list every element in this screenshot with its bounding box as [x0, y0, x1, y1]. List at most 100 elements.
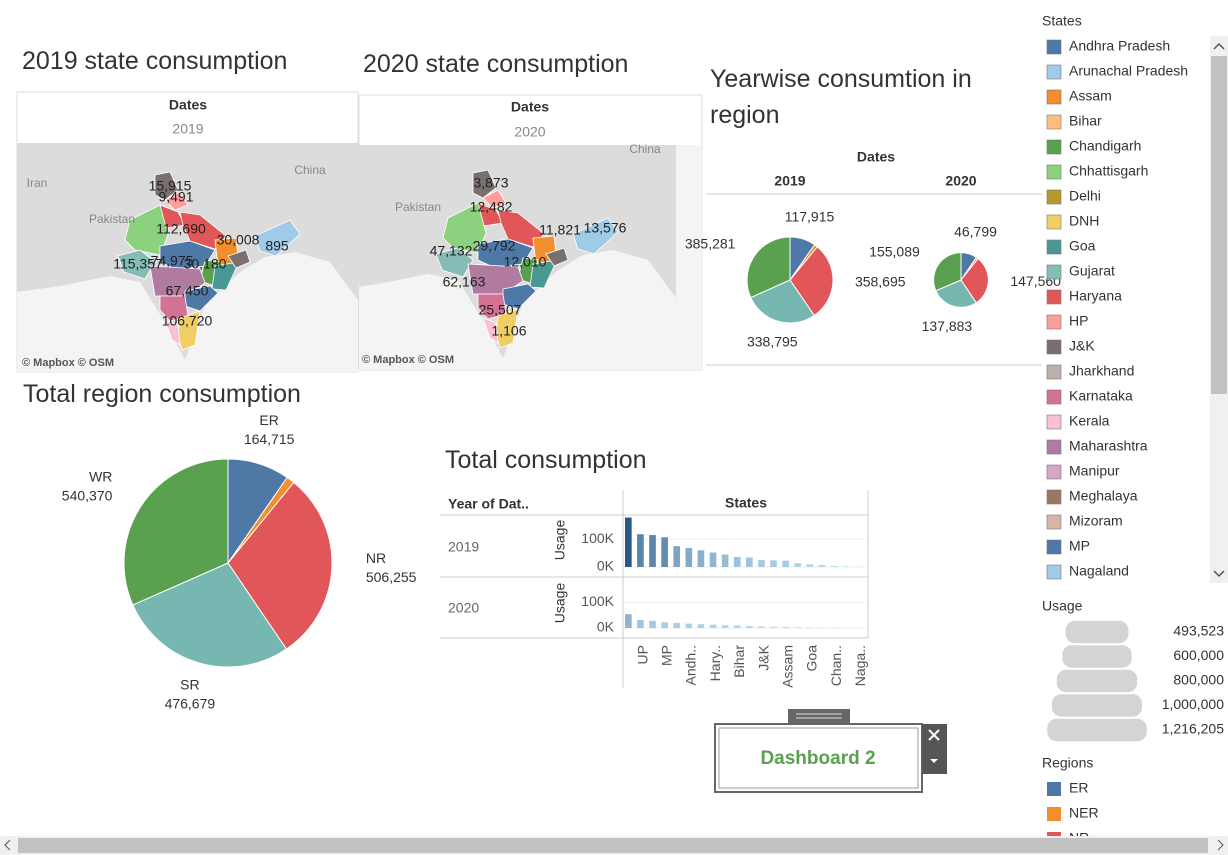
size-swatch: [1050, 692, 1144, 719]
map-header: Dates: [169, 97, 207, 113]
title: 2020 state consumption: [363, 50, 629, 78]
legend-swatch: [1046, 214, 1062, 230]
axis-title: Usage: [552, 520, 568, 561]
title: Yearwise consumtion in region: [710, 65, 972, 129]
bar: [649, 535, 656, 567]
x-tick-label: Goa: [804, 645, 820, 672]
nav-button-inner: [718, 727, 919, 789]
map-value-label: 67,450: [166, 283, 209, 299]
bar: [637, 620, 644, 628]
state-shape: [477, 293, 507, 320]
bar: [806, 627, 814, 628]
pie-value-label: 117,915: [785, 209, 835, 225]
map-value-label: 115,357: [113, 256, 163, 272]
legend-swatch: [1046, 464, 1062, 480]
bar: [818, 565, 826, 567]
size-swatch: [1060, 643, 1134, 670]
pie-slice: [960, 257, 989, 304]
map-value-label: 30,180: [184, 256, 227, 272]
menu-icon[interactable]: [930, 759, 938, 763]
close-icon[interactable]: [928, 729, 940, 741]
row-header: Year of Dat..: [448, 496, 529, 512]
legend-label: Gujarat: [1069, 263, 1115, 279]
scrollbar-thumb[interactable]: [1211, 56, 1227, 394]
legend-label: Chandigarh: [1069, 138, 1141, 154]
state-shape: [164, 191, 189, 211]
bar: [806, 564, 814, 567]
map-value-label: 895: [265, 238, 289, 254]
pie-category-label: NR: [366, 550, 386, 566]
legend-swatch: [1046, 139, 1062, 155]
y-tick-label: 100K: [581, 593, 614, 609]
legend-swatch: [1046, 489, 1062, 505]
legend-label: Manipur: [1069, 463, 1120, 479]
legend-swatch: [1046, 514, 1062, 530]
title: Total consumption: [445, 446, 647, 474]
scroll-up[interactable]: [1213, 42, 1225, 50]
nav-button-label[interactable]: Dashboard 2: [760, 748, 875, 769]
bar: [733, 625, 741, 628]
state-shape: [472, 169, 497, 199]
state-shape: [482, 189, 507, 209]
map-value-label: 11,821: [539, 222, 581, 238]
scroll-down[interactable]: [1213, 570, 1225, 578]
bar: [661, 537, 668, 567]
row-label: 2020: [448, 600, 479, 616]
bar: [673, 546, 681, 567]
legend-swatch: [1046, 239, 1062, 255]
bar: [697, 550, 705, 567]
x-tick-label: Naga..: [852, 645, 868, 686]
legend-label: Meghalaya: [1069, 488, 1138, 504]
drag-handle[interactable]: [788, 709, 850, 723]
state-shape: [179, 211, 227, 250]
size-swatch: [1045, 717, 1149, 743]
bar: [709, 552, 717, 567]
bar: [697, 624, 705, 628]
legend-title: States: [1042, 13, 1082, 29]
place-label: China: [629, 142, 661, 156]
bar: [685, 548, 693, 567]
state-shape: [254, 219, 301, 257]
x-tick-label: UP: [634, 645, 650, 664]
place-label: China: [294, 163, 326, 177]
size-label: 800,000: [1173, 672, 1224, 688]
state-shape: [159, 295, 189, 322]
bar: [758, 560, 765, 567]
x-tick-label: J&K: [755, 644, 771, 670]
legend-swatch: [1047, 782, 1061, 796]
map-year: 2019: [172, 121, 203, 137]
x-tick-label: Assam: [780, 645, 796, 688]
bar: [685, 623, 693, 628]
legend-label: Andhra Pradesh: [1069, 38, 1170, 54]
legend-label: Kerala: [1069, 413, 1110, 429]
legend-swatch: [1046, 364, 1062, 380]
legend-label: Arunachal Pradesh: [1069, 63, 1188, 79]
pies-header: Dates: [857, 149, 895, 165]
legend-label: Goa: [1069, 238, 1096, 254]
h-scrollbar-thumb[interactable]: [18, 838, 1208, 853]
map-value-label: 12,482: [470, 199, 513, 215]
legend-swatch: [1046, 314, 1062, 330]
scroll-left[interactable]: [4, 839, 11, 851]
pie-slice: [789, 246, 834, 317]
bar: [649, 620, 656, 628]
legend-label: Assam: [1069, 88, 1112, 104]
state-shape: [497, 209, 545, 248]
pie-slice: [746, 236, 791, 299]
bar: [746, 625, 753, 628]
legend-label: Karnataka: [1069, 388, 1133, 404]
legend-swatch: [1046, 189, 1062, 205]
scroll-right[interactable]: [1217, 839, 1224, 851]
map-year: 2020: [514, 124, 545, 140]
legend-swatch: [1046, 414, 1062, 430]
bar: [625, 517, 632, 567]
pie-category-label: ER: [259, 412, 278, 428]
legend-label: Bihar: [1069, 113, 1102, 129]
pie-value-label: 385,281: [685, 235, 736, 251]
y-tick-label: 0K: [597, 558, 615, 574]
legend-label: HP: [1069, 313, 1088, 329]
bar: [637, 534, 644, 567]
legend-label: Haryana: [1069, 288, 1122, 304]
map-2020: [359, 145, 702, 370]
